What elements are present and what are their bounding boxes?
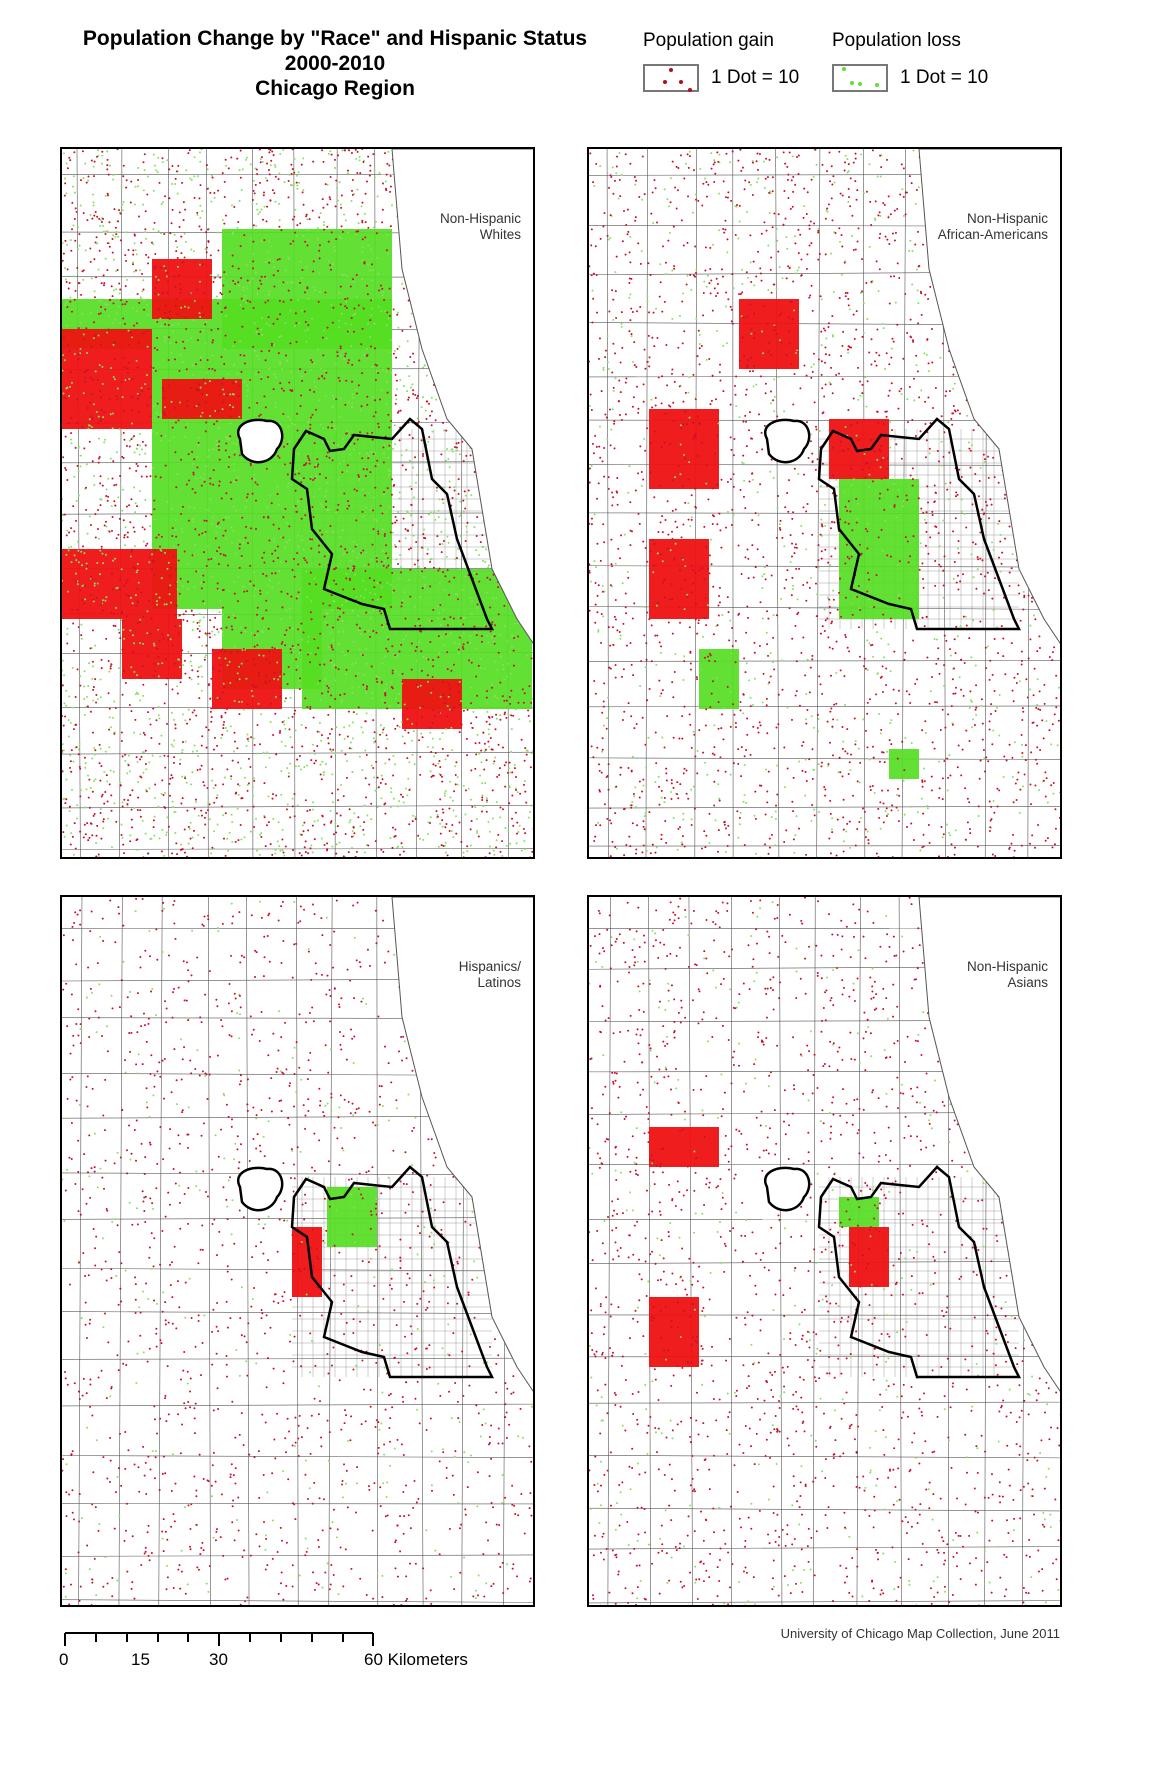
scale-tick-30: 30 xyxy=(209,1650,228,1669)
panel-label: Non-Hispanic Whites xyxy=(439,211,521,242)
map-panel-african-americans: Non-Hispanic African-Americans xyxy=(587,147,1062,859)
panel-label: Non-Hispanic Asians xyxy=(966,959,1048,990)
map-canvas xyxy=(62,897,533,1605)
title-line-3: Chicago Region xyxy=(255,77,415,100)
scale-bar xyxy=(64,1632,374,1646)
loss-dot-swatch-icon xyxy=(832,64,888,92)
scale-tick-15: 15 xyxy=(131,1650,150,1669)
legend-gain-heading: Population gain xyxy=(643,30,774,51)
panel-label: Non-Hispanic African-Americans xyxy=(937,211,1048,242)
map-canvas xyxy=(62,149,533,857)
panel-label: Hispanics/ Latinos xyxy=(458,959,521,990)
gain-dot-swatch-icon xyxy=(643,64,699,92)
map-panel-asians: Non-Hispanic Asians xyxy=(587,895,1062,1607)
legend-gain-value: 1 Dot = 10 xyxy=(711,67,800,88)
map-canvas xyxy=(589,149,1060,857)
legend-loss-value: 1 Dot = 10 xyxy=(900,67,989,88)
map-title: Population Change by "Race" and Hispanic… xyxy=(40,26,630,101)
map-panel-hispanics: Hispanics/ Latinos xyxy=(60,895,535,1607)
legend-loss-heading: Population loss xyxy=(832,30,961,51)
credit-text: University of Chicago Map Collection, Ju… xyxy=(780,1626,1060,1641)
title-line-2: 2000-2010 xyxy=(284,52,386,75)
map-canvas xyxy=(589,897,1060,1605)
legend-gain: Population gain 1 Dot = 10 xyxy=(643,30,799,92)
title-line-1: Population Change by "Race" and Hispanic… xyxy=(82,27,588,50)
map-panel-whites: Non-Hispanic Whites xyxy=(60,147,535,859)
legend-loss: Population loss 1 Dot = 10 xyxy=(832,30,988,92)
scale-tick-60: 60 Kilometers xyxy=(364,1650,468,1669)
scale-tick-0: 0 xyxy=(59,1650,69,1669)
